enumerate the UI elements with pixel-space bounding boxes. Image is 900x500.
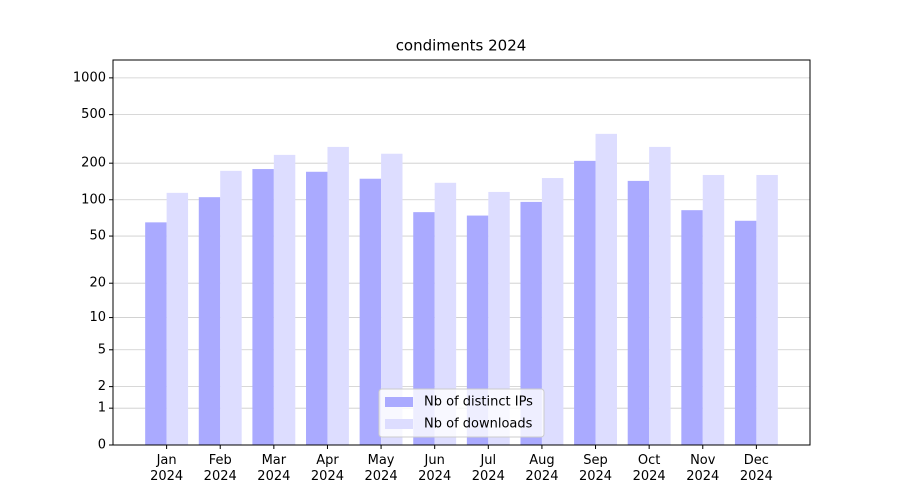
bar (702, 174, 725, 445)
legend-box (378, 388, 545, 438)
y-tick-label: 1 (98, 401, 106, 416)
x-tick-label: Aug 2024 (525, 453, 559, 484)
y-tick-label: 200 (81, 156, 106, 171)
bar (488, 191, 510, 445)
bar (252, 169, 274, 445)
y-tick-label: 20 (89, 276, 106, 291)
bar (273, 154, 296, 445)
y-tick-label: 5 (98, 342, 106, 357)
x-tick-label: Oct 2024 (632, 453, 666, 484)
x-tick-label: Dec 2024 (739, 453, 773, 484)
legend-label: Nb of downloads (424, 417, 533, 432)
bar (734, 220, 757, 445)
bar (145, 222, 167, 445)
bar (198, 197, 221, 445)
x-tick-label: Jul 2024 (471, 453, 505, 484)
legend-swatch (385, 419, 413, 429)
legend: Nb of distinct IPs Nb of downloads (378, 388, 545, 438)
bar (413, 212, 435, 445)
bar (681, 210, 703, 445)
bar (541, 178, 564, 445)
x-tick-label: Nov 2024 (686, 453, 720, 484)
bar (434, 182, 457, 445)
chart-title: condiments 2024 (396, 37, 527, 55)
y-tick-label: 500 (81, 107, 106, 122)
bar (359, 178, 382, 445)
y-tick-label: 1000 (73, 70, 106, 85)
bar (381, 153, 403, 445)
bar (595, 133, 617, 445)
y-tick-label: 2 (98, 379, 106, 394)
x-tick-label: Jun 2024 (418, 453, 452, 484)
x-tick-label: Sep 2024 (578, 453, 613, 484)
bar (220, 170, 242, 445)
legend-label: Nb of distinct IPs (424, 395, 533, 410)
x-tick-label: May 2024 (364, 453, 398, 484)
x-tick-label: Mar 2024 (257, 453, 291, 484)
plot-frame (112, 59, 811, 446)
legend-swatch (385, 397, 413, 407)
bar (520, 201, 542, 445)
bar (306, 171, 328, 446)
bar (327, 146, 349, 445)
bar (166, 192, 189, 445)
x-tick-label: Jan 2024 (150, 453, 184, 484)
bar (574, 160, 596, 445)
y-tick-label: 10 (89, 310, 106, 325)
bar (466, 215, 489, 445)
bar (649, 146, 671, 445)
bar (627, 180, 650, 446)
y-tick-label: 100 (81, 192, 106, 207)
y-tick-label: 50 (89, 229, 106, 244)
x-tick-label: Apr 2024 (310, 453, 344, 484)
x-tick-label: Feb 2024 (203, 453, 237, 484)
bar (756, 174, 778, 445)
y-tick-label: 0 (98, 438, 106, 453)
